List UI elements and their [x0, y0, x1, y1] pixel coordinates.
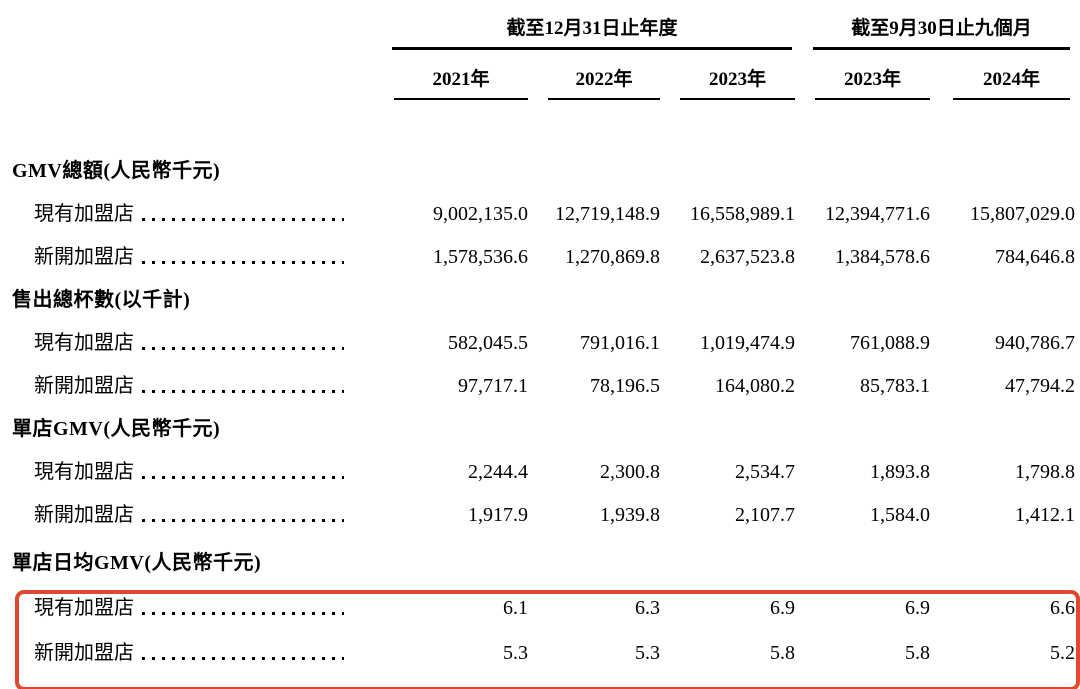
- column-group-nine-months: 截至9月30日止九個月: [795, 6, 1075, 50]
- section-header-row: 單店日均GMV(人民幣千元): [0, 535, 1075, 583]
- year-column-2022: 2022年: [528, 50, 660, 100]
- column-group-year-ended: 截至12月31日止年度: [390, 6, 795, 50]
- dot-leader: [142, 612, 344, 615]
- cell-value: 15,807,029.0: [970, 203, 1076, 225]
- cell-value: 2,637,523.8: [700, 246, 795, 268]
- dot-leader: [142, 347, 344, 350]
- cell-value: 85,783.1: [860, 375, 930, 397]
- cell-value: 1,578,536.6: [433, 246, 528, 268]
- row-label: 現有加盟店: [34, 597, 134, 619]
- cell-value: 97,717.1: [458, 375, 528, 397]
- dot-leader: [142, 519, 344, 522]
- dot-leader: [142, 390, 344, 393]
- cell-value: 1,917.9: [468, 504, 528, 526]
- gmv-operating-data-table: 截至12月31日止年度 截至9月30日止九個月 2021年 2022年 2023…: [0, 6, 1075, 673]
- dot-leader: [142, 261, 344, 264]
- cell-value: 1,893.8: [870, 461, 930, 483]
- empty-corner-cell: [0, 6, 390, 50]
- row-label: 現有加盟店: [34, 461, 134, 483]
- empty-corner-cell: [0, 50, 390, 100]
- cell-value: 2,300.8: [600, 461, 660, 483]
- year-column-2021: 2021年: [390, 50, 528, 100]
- row-label: 新開加盟店: [34, 642, 134, 664]
- table-row: 現有加盟店 582,045.5 791,016.1 1,019,474.9 76…: [0, 320, 1075, 363]
- table-row-highlighted: 現有加盟店 6.1 6.3 6.9 6.9 6.6: [0, 583, 1075, 628]
- cell-value: 12,719,148.9: [555, 203, 660, 225]
- cell-value: 6.3: [635, 597, 660, 619]
- cell-value: 940,786.7: [995, 332, 1076, 354]
- header-spacer-row: [0, 100, 1075, 148]
- cell-value: 784,646.8: [995, 246, 1076, 268]
- cell-value: 16,558,989.1: [690, 203, 795, 225]
- row-label: 現有加盟店: [34, 203, 134, 225]
- cell-value: 5.8: [770, 642, 795, 664]
- dot-leader: [142, 476, 344, 479]
- cell-value: 5.3: [503, 642, 528, 664]
- cell-value: 47,794.2: [1005, 375, 1076, 397]
- cell-value: 1,798.8: [1015, 461, 1076, 483]
- section-header-gmv-per-store: 單店GMV(人民幣千元): [12, 418, 221, 440]
- cell-value: 5.8: [905, 642, 930, 664]
- row-label: 新開加盟店: [34, 504, 134, 526]
- section-header-gmv-total: GMV總額(人民幣千元): [12, 160, 221, 182]
- cell-value: 1,584.0: [870, 504, 930, 526]
- dot-leader: [142, 657, 344, 660]
- cell-value: 164,080.2: [715, 375, 795, 397]
- section-header-cups-sold: 售出總杯數(以千計): [12, 289, 191, 311]
- cell-value: 5.3: [635, 642, 660, 664]
- cell-value: 6.6: [1050, 597, 1076, 619]
- cell-value: 2,107.7: [735, 504, 795, 526]
- cell-value: 1,412.1: [1015, 504, 1076, 526]
- cell-value: 1,019,474.9: [700, 332, 795, 354]
- cell-value: 2,244.4: [468, 461, 528, 483]
- table-row: 現有加盟店 2,244.4 2,300.8 2,534.7 1,893.8 1,…: [0, 449, 1075, 492]
- table-row: 新開加盟店 97,717.1 78,196.5 164,080.2 85,783…: [0, 363, 1075, 406]
- cell-value: 6.1: [503, 597, 528, 619]
- cell-value: 791,016.1: [580, 332, 660, 354]
- cell-value: 2,534.7: [735, 461, 795, 483]
- year-column-2023-9m: 2023年: [795, 50, 930, 100]
- table-row-highlighted: 新開加盟店 5.3 5.3 5.8 5.8 5.2: [0, 628, 1075, 673]
- section-header-row: 單店GMV(人民幣千元): [0, 406, 1075, 449]
- year-column-2023: 2023年: [660, 50, 795, 100]
- table-row: 新開加盟店 1,578,536.6 1,270,869.8 2,637,523.…: [0, 234, 1075, 277]
- cell-value: 6.9: [770, 597, 795, 619]
- cell-value: 6.9: [905, 597, 930, 619]
- year-column-2024-9m: 2024年: [930, 50, 1075, 100]
- cell-value: 1,939.8: [600, 504, 660, 526]
- row-label: 新開加盟店: [34, 246, 134, 268]
- column-group-label: 截至12月31日止年度: [392, 13, 792, 50]
- section-header-daily-gmv-per-store: 單店日均GMV(人民幣千元): [12, 552, 262, 574]
- cell-value: 761,088.9: [850, 332, 930, 354]
- column-group-label: 截至9月30日止九個月: [813, 13, 1071, 50]
- cell-value: 78,196.5: [590, 375, 660, 397]
- row-label: 新開加盟店: [34, 375, 134, 397]
- table-row: 新開加盟店 1,917.9 1,939.8 2,107.7 1,584.0 1,…: [0, 492, 1075, 535]
- cell-value: 5.2: [1050, 642, 1076, 664]
- dot-leader: [142, 218, 344, 221]
- cell-value: 9,002,135.0: [433, 203, 528, 225]
- column-group-header-row: 截至12月31日止年度 截至9月30日止九個月: [0, 6, 1075, 50]
- table-row: 現有加盟店 9,002,135.0 12,719,148.9 16,558,98…: [0, 191, 1075, 234]
- cell-value: 12,394,771.6: [825, 203, 930, 225]
- row-label: 現有加盟店: [34, 332, 134, 354]
- cell-value: 1,384,578.6: [835, 246, 930, 268]
- cell-value: 582,045.5: [448, 332, 528, 354]
- cell-value: 1,270,869.8: [565, 246, 660, 268]
- section-header-row: 售出總杯數(以千計): [0, 277, 1075, 320]
- year-header-row: 2021年 2022年 2023年 2023年 2024年: [0, 50, 1075, 100]
- section-header-row: GMV總額(人民幣千元): [0, 148, 1075, 191]
